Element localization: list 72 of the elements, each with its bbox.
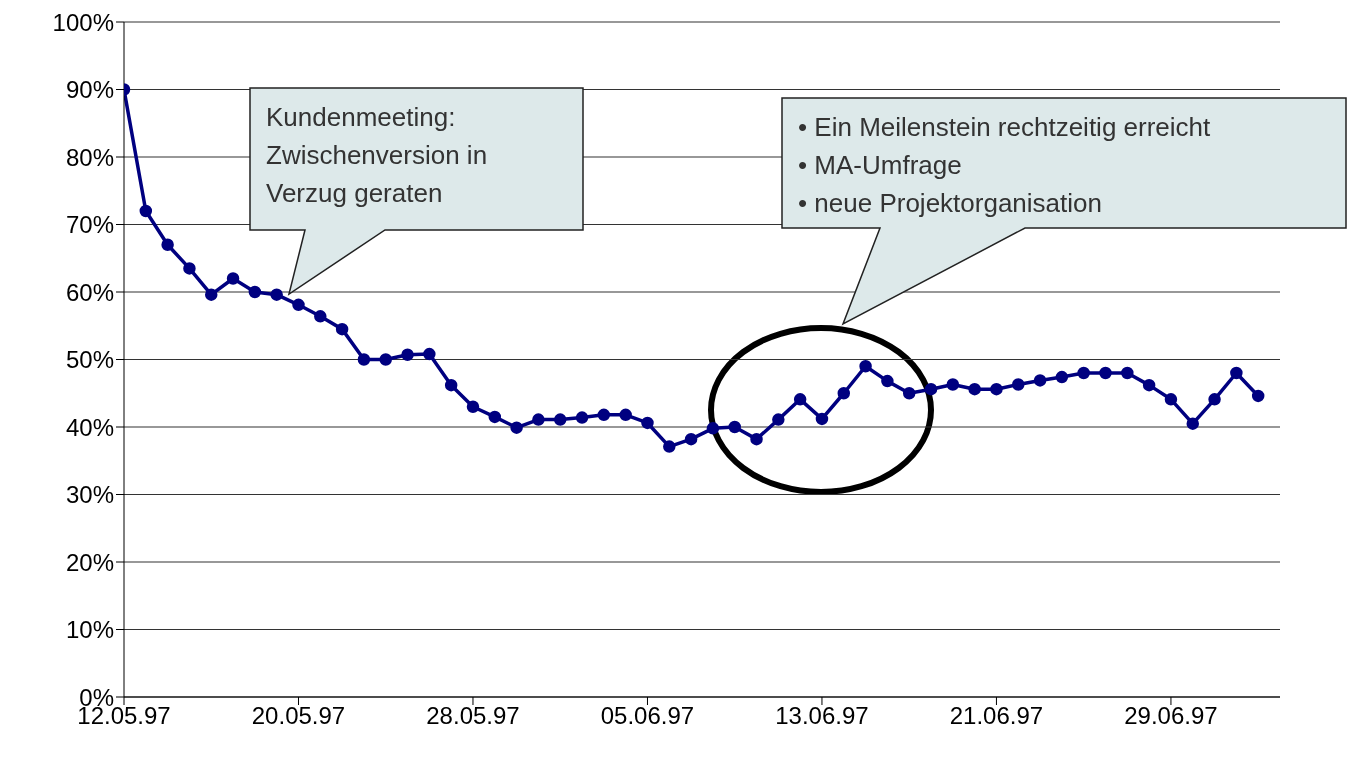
point — [728, 420, 741, 434]
point — [663, 440, 676, 453]
point — [270, 288, 283, 301]
point — [314, 310, 327, 323]
x-tick-label: 21.06.97 — [949, 702, 1044, 730]
point — [837, 387, 851, 400]
x-tick-label: 29.06.97 — [1124, 702, 1218, 730]
point — [444, 378, 458, 392]
annotation: Kundenmeeting: Zwischenversion in Verzug geraten — [266, 102, 488, 208]
x-tick-label: 05.06.97 — [600, 702, 695, 730]
annotation: • Ein Meilenstein rechtzeitig erreicht • MA-Umfrage • neue Projektorganisation — [798, 112, 1212, 218]
point — [379, 353, 392, 366]
point — [575, 411, 589, 424]
point — [706, 422, 720, 435]
callout-box: • Ein Meilenstein rechtzeitig erreicht • MA-Umfrage • neue Projektorganisation — [781, 97, 1347, 326]
point — [1099, 366, 1112, 380]
point — [902, 387, 916, 400]
point — [205, 288, 218, 301]
point — [750, 432, 763, 446]
point — [641, 416, 654, 430]
point — [990, 382, 1003, 396]
point — [1033, 374, 1047, 387]
point — [532, 413, 545, 426]
point — [1142, 378, 1156, 392]
point — [466, 400, 480, 413]
point — [1251, 389, 1265, 403]
point — [161, 238, 174, 251]
y-tick-label: 40% — [65, 413, 114, 441]
y-tick-label: 50% — [65, 346, 114, 374]
point — [859, 360, 872, 373]
point — [226, 272, 240, 285]
y-tick-label: 70% — [65, 211, 114, 239]
point — [488, 410, 502, 424]
x-tick-label: 13.06.97 — [775, 702, 869, 730]
point — [1230, 366, 1243, 380]
y-tick-label: 30% — [65, 481, 114, 509]
point — [423, 347, 436, 361]
point — [968, 382, 981, 396]
x-tick-label: 20.05.97 — [251, 702, 346, 730]
point — [946, 378, 960, 391]
point — [553, 413, 567, 426]
point — [793, 393, 807, 406]
point — [1012, 378, 1025, 391]
point — [292, 298, 305, 312]
point — [619, 408, 632, 422]
y-tick-label: 10% — [65, 616, 114, 644]
point — [1164, 393, 1178, 406]
point — [924, 382, 938, 396]
point — [357, 353, 371, 366]
point — [881, 374, 894, 388]
point — [1077, 366, 1090, 380]
y-tick-label: 100% — [52, 8, 114, 36]
point — [1208, 393, 1221, 406]
point — [1121, 366, 1134, 380]
point — [335, 322, 349, 336]
point — [597, 408, 611, 422]
point — [1186, 417, 1199, 430]
x-tick-label: 28.05.97 — [426, 702, 520, 730]
point — [510, 421, 523, 434]
point — [183, 262, 196, 275]
point — [139, 204, 153, 218]
y-tick-label: 20% — [65, 548, 114, 576]
y-tick-label: 80% — [65, 143, 114, 171]
callout-box: Kundenmeeting: Zwischenversion in Verzug geraten — [249, 87, 584, 296]
point — [401, 348, 414, 362]
point — [684, 432, 698, 446]
point — [815, 412, 829, 426]
point — [248, 285, 262, 299]
y-tick-label: 60% — [65, 278, 114, 306]
y-tick-label: 90% — [65, 76, 114, 104]
point — [1055, 370, 1069, 384]
point — [772, 413, 785, 426]
